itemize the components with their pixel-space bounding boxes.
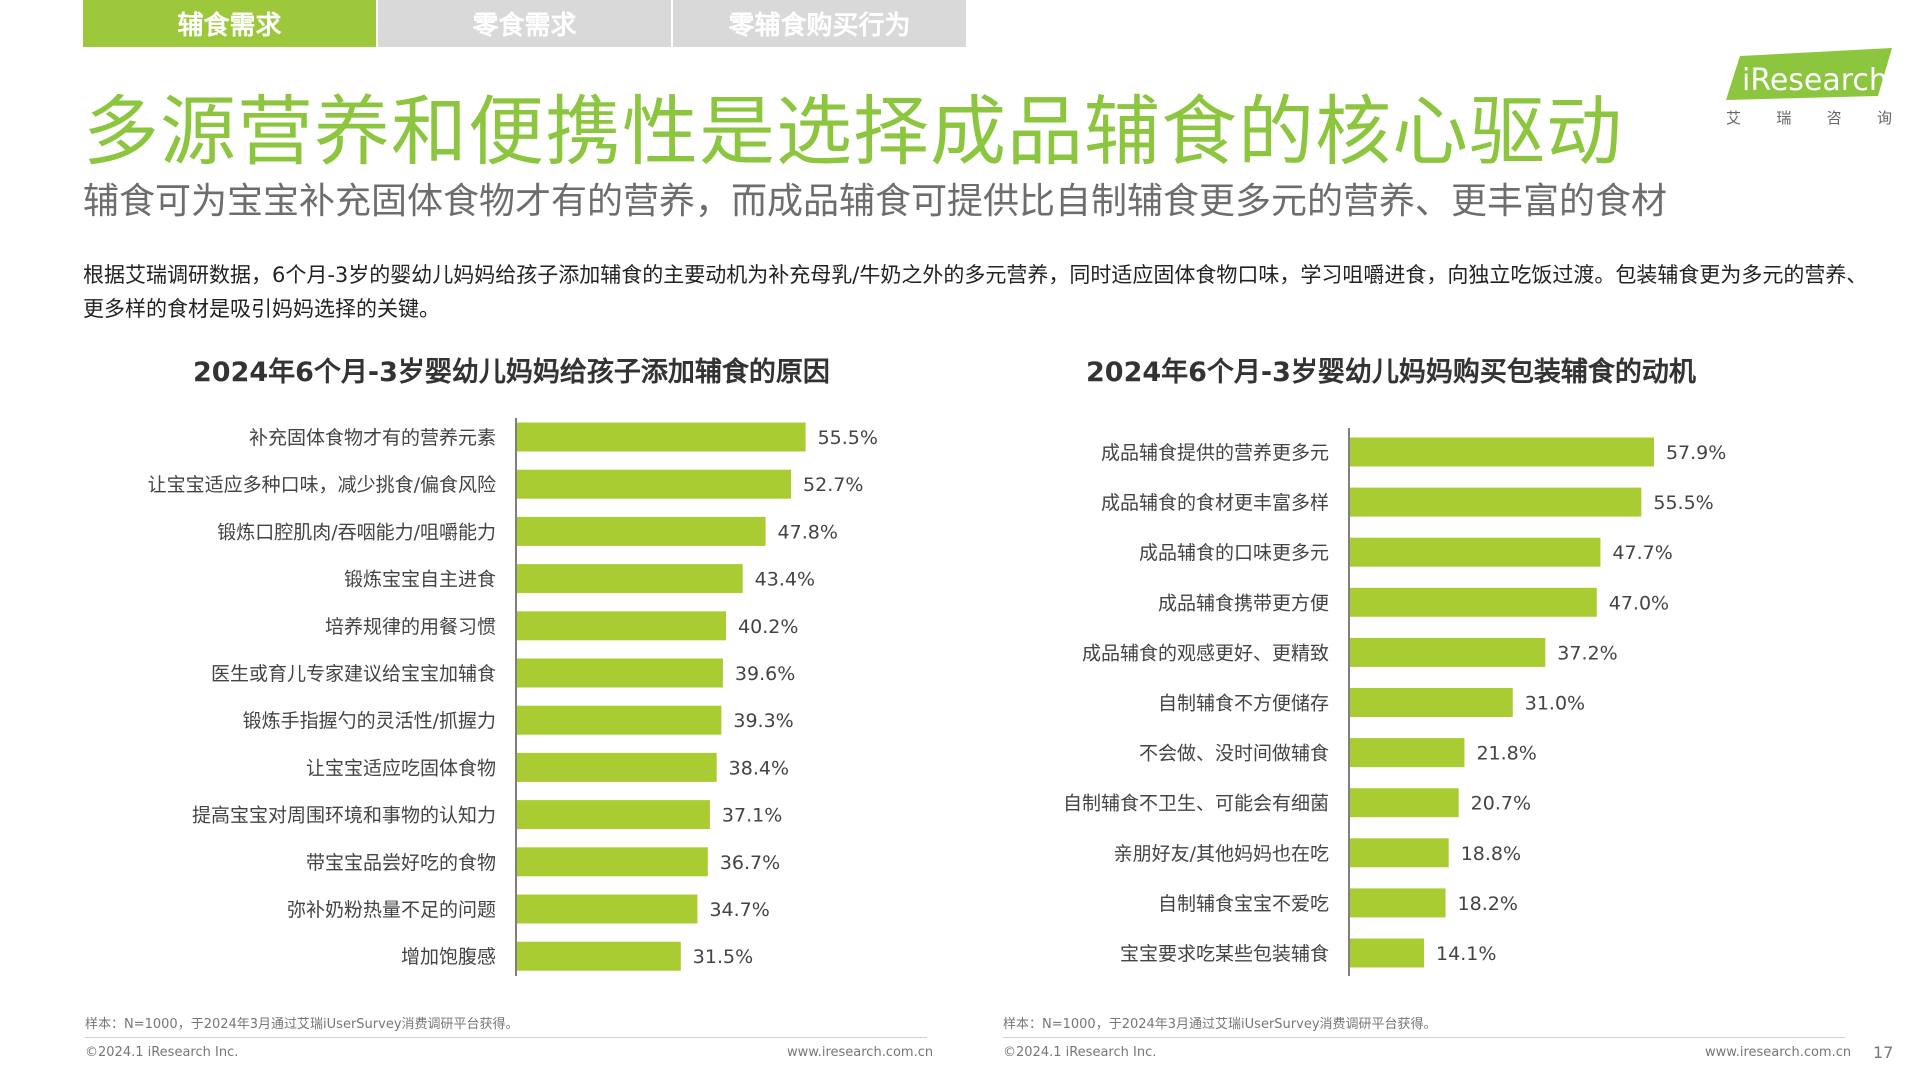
chart-1-category-label: 成品辅食的观感更好、更精致 — [1082, 642, 1329, 664]
chart-0-bar — [517, 941, 681, 971]
logo-char: 瑞 — [1776, 109, 1792, 127]
chart-1-bar — [1350, 738, 1465, 768]
chart-0-category-label: 医生或育儿专家建议给宝宝加辅食 — [211, 663, 496, 685]
chart-0-category-label: 增加饱腹感 — [401, 946, 496, 968]
chart-0-bar — [517, 422, 806, 452]
chart-1-bar — [1350, 587, 1597, 617]
chart-1-value-label: 21.8% — [1476, 743, 1536, 765]
chart-1-bar — [1350, 487, 1642, 517]
chart-1-value-label: 57.9% — [1666, 442, 1726, 464]
tab-complementary-food-demand[interactable]: 辅食需求 — [83, 0, 376, 47]
logo-chinese-chars: 艾 瑞 咨 询 — [1726, 107, 1892, 128]
chart-1-value-label: 37.2% — [1557, 642, 1617, 664]
chart-0-value-label: 52.7% — [803, 474, 863, 496]
chart-1-category-label: 宝宝要求吃某些包装辅食 — [1120, 943, 1329, 965]
chart-1-category-label: 成品辅食携带更方便 — [1158, 592, 1329, 614]
chart-0-category-label: 补充固体食物才有的营养元素 — [249, 427, 496, 449]
chart-1-category-label: 自制辅食不卫生、可能会有细菌 — [1063, 793, 1329, 815]
chart-0-value-label: 31.5% — [693, 946, 753, 968]
logo-char: 艾 — [1726, 109, 1742, 127]
left-chart-title: 2024年6个月-3岁婴幼儿妈妈给孩子添加辅食的原因 — [193, 357, 830, 388]
chart-0-bar — [517, 847, 708, 877]
tab-snack-demand[interactable]: 零食需求 — [378, 0, 671, 47]
footer-website-left[interactable]: www.iresearch.com.cn — [787, 1045, 934, 1060]
chart-0-category-label: 让宝宝适应吃固体食物 — [306, 757, 496, 779]
summary-paragraph: 根据艾瑞调研数据，6个月-3岁的婴幼儿妈妈给孩子添加辅食的主要动机为补充母乳/牛… — [83, 263, 1868, 321]
footer-copyright-left: ©2024.1 iResearch Inc. — [85, 1045, 239, 1060]
chart-0-value-label: 40.2% — [738, 616, 798, 638]
chart-0-value-label: 34.7% — [709, 899, 769, 921]
chart-0-category-label: 弥补奶粉热量不足的问题 — [287, 899, 496, 921]
chart-1-bar — [1350, 537, 1601, 567]
iresearch-logo: iResearch — [1726, 48, 1892, 100]
chart-1-value-label: 47.7% — [1612, 542, 1672, 564]
chart-1-value-label: 18.2% — [1458, 893, 1518, 915]
tab-purchase-behavior[interactable]: 零辅食购买行为 — [673, 0, 966, 47]
right-sample-note: 样本：N=1000，于2024年3月通过艾瑞iUserSurvey消费调研平台获… — [1003, 1017, 1437, 1032]
chart-1-bar — [1350, 437, 1654, 467]
chart-1-category-label: 自制辅食宝宝不爱吃 — [1158, 893, 1329, 915]
chart-0-bar — [517, 611, 727, 641]
chart-1-bar — [1350, 637, 1546, 667]
chart-0-value-label: 39.6% — [735, 663, 795, 685]
chart-1-category-label: 自制辅食不方便储存 — [1158, 693, 1329, 715]
chart-0-bar — [517, 894, 698, 924]
logo-char: 咨 — [1826, 109, 1842, 127]
svg-text:iResearch: iResearch — [1742, 63, 1888, 98]
chart-0-bar — [517, 516, 766, 546]
chart-1-category-label: 不会做、没时间做辅食 — [1139, 743, 1329, 765]
page-number: 17 — [1873, 1043, 1894, 1062]
chart-0-bar — [517, 658, 723, 688]
footer-divider-right — [1003, 1037, 1845, 1038]
chart-1-category-label: 亲朋好友/其他妈妈也在吃 — [1114, 843, 1329, 865]
chart-0-category-label: 锻炼口腔肌肉/吞咽能力/咀嚼能力 — [217, 521, 496, 543]
chart-1-value-label: 47.0% — [1609, 592, 1669, 614]
footer-divider-left — [85, 1037, 927, 1038]
chart-0-value-label: 36.7% — [720, 852, 780, 874]
chart-1-category-label: 成品辅食的口味更多元 — [1139, 542, 1329, 564]
chart-1-category-label: 成品辅食的食材更丰富多样 — [1101, 492, 1329, 514]
chart-0-category-label: 锻炼宝宝自主进食 — [344, 569, 496, 591]
chart-1-bar — [1350, 888, 1446, 918]
logo-char: 询 — [1876, 109, 1892, 127]
chart-0-value-label: 37.1% — [722, 805, 782, 827]
chart-1-category-label: 成品辅食提供的营养更多元 — [1101, 442, 1329, 464]
chart-0-category-label: 培养规律的用餐习惯 — [325, 616, 496, 638]
chart-0-value-label: 38.4% — [729, 757, 789, 779]
page-subtitle: 辅食可为宝宝补充固体食物才有的营养，而成品辅食可提供比自制辅食更多元的营养、更丰… — [83, 181, 1668, 222]
footer-copyright-right: ©2024.1 iResearch Inc. — [1003, 1045, 1157, 1060]
chart-0-value-label: 47.8% — [778, 521, 838, 543]
right-chart-title: 2024年6个月-3岁婴幼儿妈妈购买包装辅食的动机 — [1086, 357, 1696, 388]
chart-0-bar — [517, 800, 710, 830]
chart-1-value-label: 20.7% — [1471, 793, 1531, 815]
chart-1-value-label: 31.0% — [1525, 693, 1585, 715]
chart-0-bar — [517, 564, 743, 594]
chart-0-value-label: 55.5% — [818, 427, 878, 449]
chart-1-bar — [1350, 838, 1449, 868]
chart-0-category-label: 提高宝宝对周围环境和事物的认知力 — [192, 805, 496, 827]
chart-0-bar — [517, 705, 722, 735]
chart-0-bar — [517, 469, 792, 499]
chart-0-value-label: 43.4% — [755, 569, 815, 591]
chart-1-value-label: 55.5% — [1653, 492, 1713, 514]
chart-0-category-label: 带宝宝品尝好吃的食物 — [306, 852, 496, 874]
chart-1-bar — [1350, 788, 1459, 818]
chart-1-bar — [1350, 938, 1425, 968]
chart-0-value-label: 39.3% — [733, 710, 793, 732]
page-title: 多源营养和便携性是选择成品辅食的核心驱动 — [83, 87, 1623, 176]
section-tabs: 辅食需求 零食需求 零辅食购买行为 — [83, 0, 966, 47]
left-sample-note: 样本：N=1000，于2024年3月通过艾瑞iUserSurvey消费调研平台获… — [85, 1017, 519, 1032]
chart-1-value-label: 18.8% — [1461, 843, 1521, 865]
footer-website-right[interactable]: www.iresearch.com.cn — [1705, 1045, 1852, 1060]
chart-1-bar — [1350, 688, 1513, 717]
chart-1-value-label: 14.1% — [1436, 943, 1496, 965]
chart-0-bar — [517, 752, 717, 782]
chart-0-category-label: 让宝宝适应多种口味，减少挑食/偏食风险 — [148, 474, 496, 496]
chart-0-category-label: 锻炼手指握勺的灵活性/抓握力 — [243, 710, 496, 732]
